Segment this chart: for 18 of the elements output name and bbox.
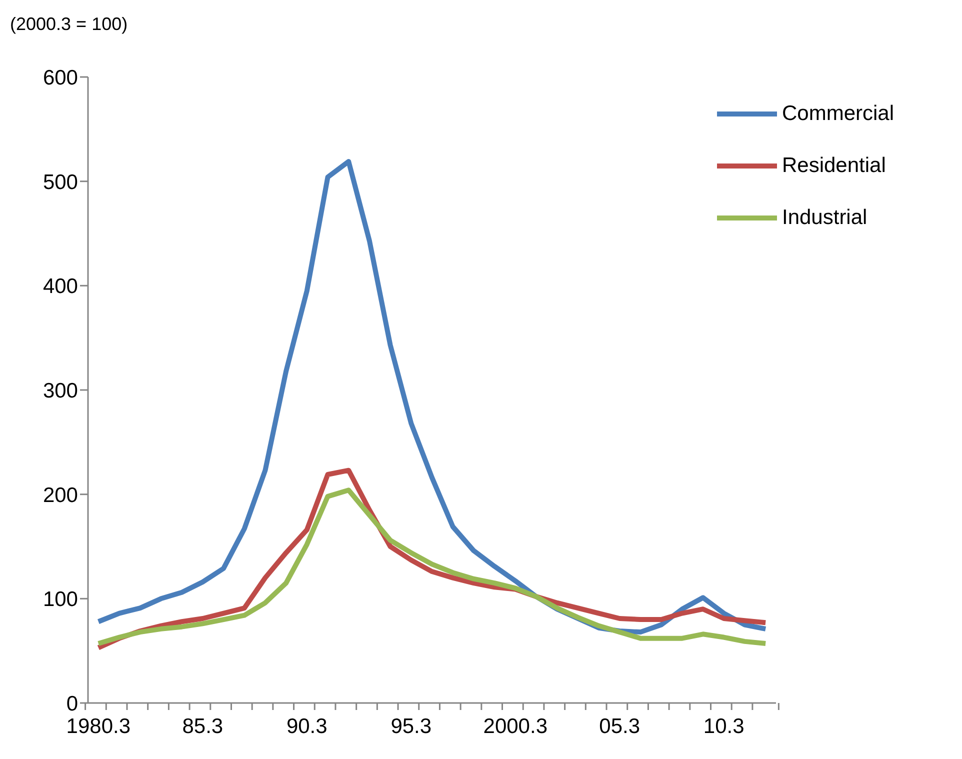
x-tick-label: 1980.3 xyxy=(66,715,131,738)
y-tick-label: 300 xyxy=(42,379,78,402)
x-tick-label: 10.3 xyxy=(703,715,744,738)
y-tick-label: 500 xyxy=(42,170,78,194)
y-tick-label: 200 xyxy=(42,484,78,507)
text: (2000.3 = 100) xyxy=(10,14,128,35)
y-tick-label: 400 xyxy=(42,275,78,298)
x-tick-label: 05.3 xyxy=(599,715,640,738)
legend-label: Industrial xyxy=(782,206,868,230)
x-tick-label: 2000.3 xyxy=(483,715,548,738)
y-tick-label: 0 xyxy=(66,692,78,716)
y-tick-label: 600 xyxy=(42,66,78,90)
x-tick-label: 95.3 xyxy=(390,715,432,738)
x-tick-label: 90.3 xyxy=(286,715,328,738)
legend-label: Commercial xyxy=(782,102,894,126)
legend-label: Residential xyxy=(782,154,886,178)
y-tick-label: 100 xyxy=(42,588,78,612)
x-tick-label: 85.3 xyxy=(182,715,224,738)
